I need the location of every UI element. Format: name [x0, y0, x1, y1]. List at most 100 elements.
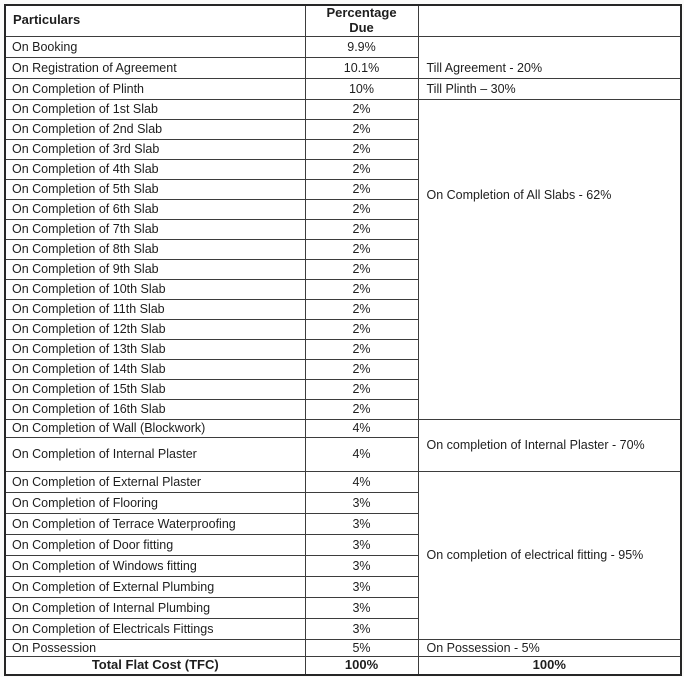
- particulars-cell: On Completion of 4th Slab: [4, 158, 306, 180]
- percentage-cell: 2%: [304, 118, 419, 140]
- table-row: On Completion of 12th Slab 2%: [4, 318, 681, 340]
- table-row: On Completion of Wall (Blockwork) 4% On co…: [4, 418, 682, 472]
- table-row: On Completion of 14th Slab 2%: [4, 358, 681, 380]
- percentage-cell: 2%: [304, 158, 419, 180]
- table-row: On Completion of Terrace Waterproofing 3%: [4, 512, 681, 535]
- table-row: On Completion of 3rd Slab 2%: [4, 138, 681, 160]
- table-row: On Completion of Flooring 3%: [4, 491, 681, 514]
- particulars-cell: On Possession: [4, 638, 306, 657]
- particulars-cell: On Registration of Agreement: [4, 56, 306, 79]
- particulars-cell: On Completion of Flooring: [4, 491, 306, 514]
- particulars-cell: On Completion of 13th Slab: [4, 338, 306, 360]
- total-label-cell: Total Flat Cost (TFC): [4, 655, 306, 677]
- particulars-cell: On Completion of 2nd Slab: [4, 118, 306, 140]
- particulars-cell: On Completion of Wall (Blockwork): [4, 418, 306, 438]
- particulars-cell: On Completion of Door fitting: [4, 533, 306, 556]
- table-row: On Completion of Door fitting 3%: [4, 533, 681, 556]
- percentage-cell: 3%: [304, 554, 419, 577]
- table-row: On Completion of 11th Slab 2%: [4, 298, 681, 320]
- particulars-cell: On Completion of 15th Slab: [4, 378, 306, 400]
- table-row: On Completion of 1st Slab 2% On Completion…: [4, 98, 682, 420]
- percentage-cell: 10.1%: [304, 56, 419, 79]
- header-milestone-empty-cell: [417, 4, 682, 37]
- percentage-cell: 2%: [304, 258, 419, 280]
- milestone-cell: On completion of Internal Plaster - 70%: [417, 418, 682, 472]
- percentage-cell: 2%: [304, 178, 419, 200]
- total-milestone-cell: 100%: [417, 655, 682, 677]
- percentage-cell: 3%: [304, 596, 419, 619]
- table-foot: Total Flat Cost (TFC) 100% 100%: [4, 655, 682, 677]
- particulars-cell: On Booking: [4, 35, 306, 58]
- percentage-cell: 2%: [304, 278, 419, 300]
- particulars-cell: On Completion of 1st Slab: [4, 98, 306, 120]
- particulars-cell: On Completion of 9th Slab: [4, 258, 306, 280]
- percentage-cell: 10%: [304, 77, 419, 100]
- total-row: Total Flat Cost (TFC) 100% 100%: [4, 655, 682, 677]
- particulars-cell: On Completion of Windows fitting: [4, 554, 306, 577]
- percentage-cell: 4%: [304, 418, 419, 438]
- table-row: On Completion of Plinth 10% Till Plinth – …: [4, 77, 682, 100]
- particulars-cell: On Completion of 16th Slab: [4, 398, 306, 420]
- percentage-cell: 2%: [304, 378, 419, 400]
- milestone-cell: On Possession - 5%: [417, 638, 682, 657]
- particulars-cell: On Completion of 3rd Slab: [4, 138, 306, 160]
- percentage-cell: 3%: [304, 533, 419, 556]
- percentage-cell: 2%: [304, 298, 419, 320]
- percentage-cell: 4%: [304, 436, 419, 472]
- particulars-cell: On Completion of External Plumbing: [4, 575, 306, 598]
- particulars-cell: On Completion of 14th Slab: [4, 358, 306, 380]
- percentage-cell: 3%: [304, 575, 419, 598]
- particulars-cell: On Completion of Electricals Fittings: [4, 617, 306, 640]
- table-row: On Booking 9.9% Till Agreement - 20%: [4, 35, 682, 79]
- header-particulars: Particulars: [4, 4, 306, 37]
- table-row: On Completion of 13th Slab 2%: [4, 338, 681, 360]
- particulars-cell: On Completion of Plinth: [4, 77, 306, 100]
- table-row: On Completion of Electricals Fittings 3%: [4, 617, 681, 640]
- particulars-cell: On Completion of Internal Plaster: [4, 436, 306, 472]
- percentage-cell: 2%: [304, 238, 419, 260]
- table-row: On Completion of Internal Plaster 4%: [4, 436, 681, 472]
- percentage-cell: 3%: [304, 491, 419, 514]
- percentage-cell: 2%: [304, 198, 419, 220]
- percentage-cell: 3%: [304, 512, 419, 535]
- percentage-cell: 2%: [304, 218, 419, 240]
- table-row: On Registration of Agreement 10.1%: [4, 56, 681, 79]
- table-body: On Booking 9.9% Till Agreement - 20% On Reg…: [4, 35, 682, 657]
- milestone-cell: Till Agreement - 20%: [417, 35, 682, 79]
- table-row: On Completion of 8th Slab 2%: [4, 238, 681, 260]
- percentage-cell: 2%: [304, 398, 419, 420]
- percentage-cell: 9.9%: [304, 35, 419, 58]
- table-row: On Completion of 10th Slab 2%: [4, 278, 681, 300]
- percentage-cell: 4%: [304, 470, 419, 493]
- particulars-cell: On Completion of External Plaster: [4, 470, 306, 493]
- milestone-cell: Till Plinth – 30%: [417, 77, 682, 100]
- table-row: On Completion of 9th Slab 2%: [4, 258, 681, 280]
- particulars-cell: On Completion of 8th Slab: [4, 238, 306, 260]
- particulars-cell: On Completion of 12th Slab: [4, 318, 306, 340]
- particulars-cell: On Completion of 7th Slab: [4, 218, 306, 240]
- total-percentage-cell: 100%: [304, 655, 419, 677]
- table-row: On Completion of 5th Slab 2%: [4, 178, 681, 200]
- milestone-cell: On completion of electrical fitting - 95…: [417, 470, 682, 640]
- percentage-cell: 2%: [304, 318, 419, 340]
- percentage-cell: 2%: [304, 338, 419, 360]
- particulars-cell: On Completion of 11th Slab: [4, 298, 306, 320]
- header-row: Particulars Percentage Due: [4, 4, 682, 37]
- table-row: On Completion of External Plaster 4% On co…: [4, 470, 682, 640]
- percentage-cell: 2%: [304, 138, 419, 160]
- percentage-cell: 2%: [304, 358, 419, 380]
- particulars-cell: On Completion of Terrace Waterproofing: [4, 512, 306, 535]
- percentage-cell: 2%: [304, 98, 419, 120]
- percentage-cell: 3%: [304, 617, 419, 640]
- particulars-cell: On Completion of Internal Plumbing: [4, 596, 306, 619]
- particulars-cell: On Completion of 5th Slab: [4, 178, 306, 200]
- table-row: On Completion of 7th Slab 2%: [4, 218, 681, 240]
- table-row: On Possession 5% On Possession - 5%: [4, 638, 682, 657]
- header-percentage-due: Percentage Due: [304, 4, 419, 37]
- particulars-cell: On Completion of 10th Slab: [4, 278, 306, 300]
- percentage-cell: 5%: [304, 638, 419, 657]
- particulars-cell: On Completion of 6th Slab: [4, 198, 306, 220]
- payment-schedule-table: Particulars Percentage Due On Booking 9.9…: [4, 4, 682, 677]
- milestone-cell: On Completion of All Slabs - 62%: [417, 98, 682, 420]
